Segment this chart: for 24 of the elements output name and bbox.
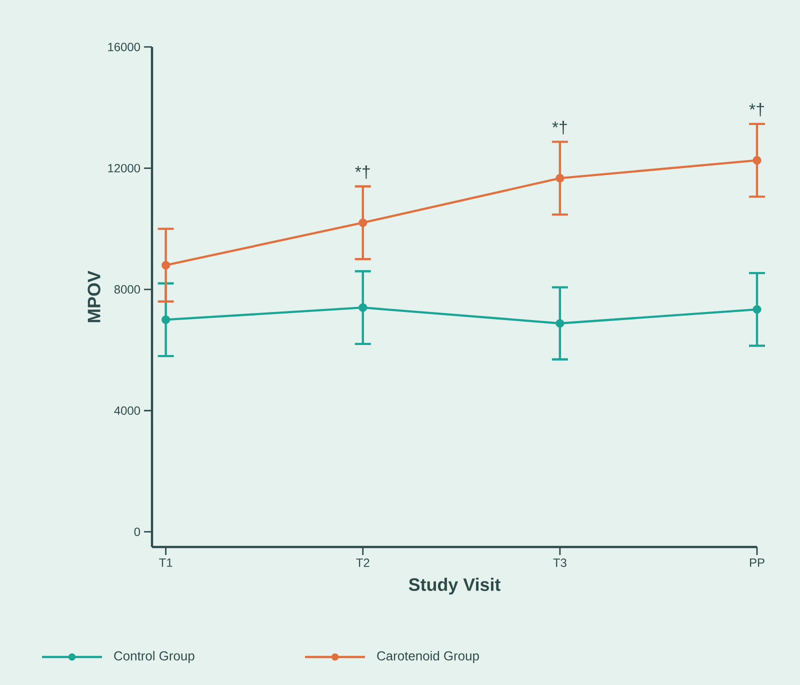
point bbox=[752, 156, 762, 165]
point bbox=[358, 218, 368, 228]
legend-label: Control Group bbox=[114, 650, 194, 664]
y-tick-label: 16000 bbox=[108, 42, 140, 52]
point bbox=[752, 305, 762, 314]
legend-label: Carotenoid Group bbox=[377, 650, 479, 664]
point bbox=[162, 260, 170, 270]
x-tick-label: PP bbox=[750, 558, 764, 567]
point bbox=[358, 303, 368, 312]
annotation: *† bbox=[355, 165, 370, 179]
x-tick-label: T2 bbox=[356, 558, 370, 567]
point bbox=[162, 315, 170, 324]
y-axis-title: MPOV bbox=[88, 270, 100, 322]
x-axis-title: Study Visit bbox=[408, 578, 500, 595]
y-tick-label: 0 bbox=[134, 528, 140, 536]
point bbox=[556, 174, 564, 182]
annotation: *† bbox=[552, 120, 567, 134]
annotation: *† bbox=[749, 103, 764, 116]
x-tick-label: T3 bbox=[553, 558, 566, 567]
y-tick-label: 4000 bbox=[114, 406, 140, 415]
y-tick-label: 8000 bbox=[114, 285, 140, 294]
x-tick-label: T1 bbox=[159, 558, 172, 567]
y-tick-label: 12000 bbox=[108, 164, 140, 172]
point bbox=[556, 319, 564, 328]
